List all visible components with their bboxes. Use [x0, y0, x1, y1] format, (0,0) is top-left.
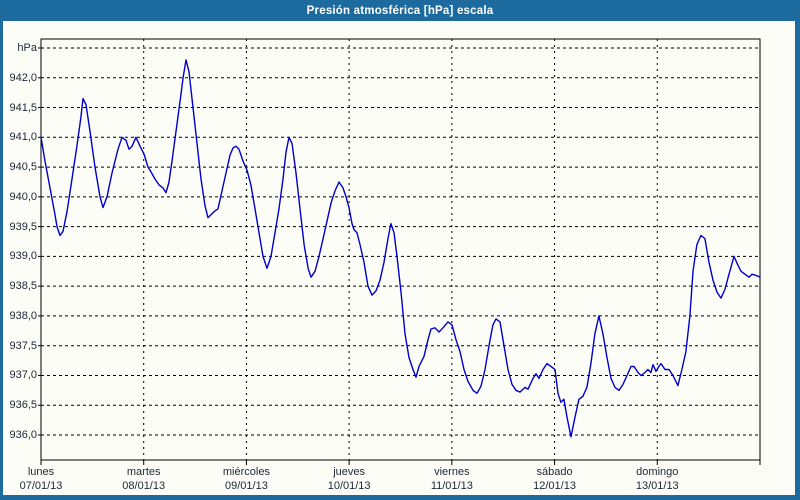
x-axis-date-label: 13/01/13: [635, 480, 679, 492]
x-axis-date-label: 09/01/13: [225, 480, 268, 492]
y-axis-tick-label: 938,5: [9, 280, 37, 293]
y-axis-tick-label: 938,0: [9, 309, 37, 322]
x-axis-date-label: 08/01/13: [122, 480, 166, 492]
y-axis-tick-label: 941,5: [9, 101, 37, 114]
y-axis-tick-label: 941,0: [9, 131, 37, 144]
x-axis-weekday-label: domingo: [636, 466, 679, 478]
x-axis-weekday-label: miércoles: [222, 466, 270, 478]
title-bar: Presión atmosférica [hPa] escala: [0, 0, 800, 21]
x-axis-weekday-label: martes: [126, 466, 161, 478]
x-axis-weekday-label: jueves: [333, 466, 366, 478]
x-axis-date-label: 11/01/13: [430, 480, 473, 492]
x-axis-date-label: 12/01/13: [533, 480, 576, 492]
x-axis-weekday-label: viernes: [434, 466, 470, 478]
plot-border: [40, 38, 761, 461]
y-axis-tick-label: 937,0: [9, 369, 37, 382]
y-axis-tick-label: hPa: [17, 42, 37, 54]
y-axis-tick-label: 940,0: [9, 190, 37, 203]
chart-paper: [3, 21, 795, 495]
y-axis-tick-label: 936,5: [9, 399, 37, 412]
y-axis-tick-label: 937,5: [9, 339, 37, 352]
y-axis-tick-label: 936,0: [9, 429, 37, 441]
y-axis-tick-label: 942,0: [9, 71, 37, 84]
x-axis-date-label: 07/01/13: [19, 480, 63, 492]
x-axis-weekday-label: sábado: [536, 466, 573, 478]
chart-title: Presión atmosférica [hPa] escala: [306, 4, 494, 17]
y-axis-tick-label: 939,5: [9, 220, 37, 233]
x-axis-date-label: 10/01/13: [327, 480, 371, 492]
x-axis-weekday-label: lunes: [27, 466, 55, 478]
y-axis-tick-label: 939,0: [9, 250, 37, 263]
pressure-line: [40, 59, 761, 438]
y-axis-tick-label: 940,5: [9, 161, 37, 174]
